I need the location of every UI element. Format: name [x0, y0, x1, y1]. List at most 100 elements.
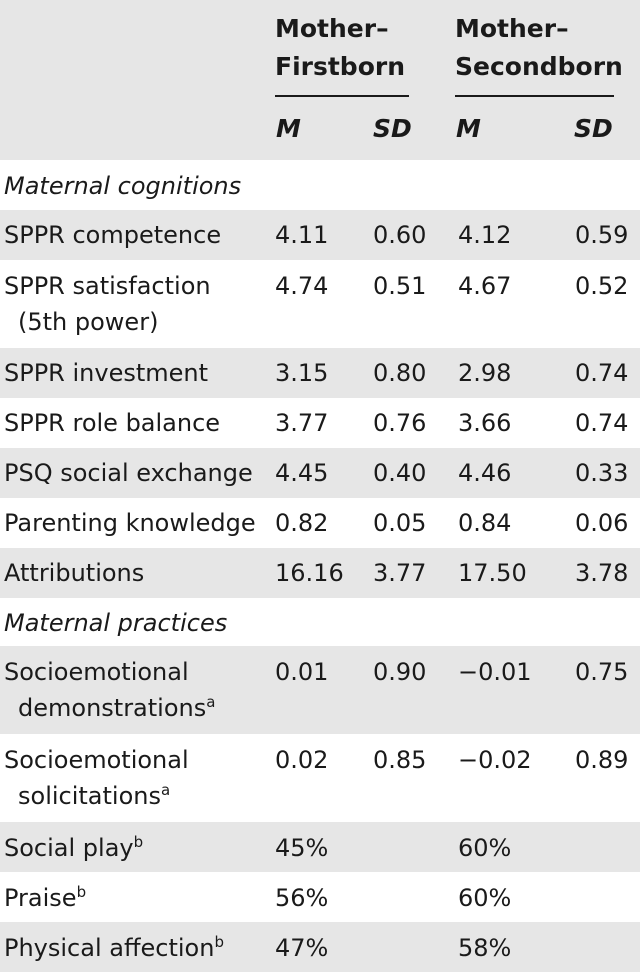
group-line-2: Firstborn [275, 52, 406, 81]
footnote-marker: a [206, 693, 216, 711]
firstborn-m: 45% [275, 834, 329, 862]
firstborn-sd: 0.51 [373, 272, 427, 300]
firstborn-m: 56% [275, 884, 329, 912]
secondborn-sd: 0.52 [575, 272, 629, 300]
table-row: Socioemotional demonstrationsa 0.01 0.90… [0, 646, 640, 734]
group-line-2: Secondborn [455, 52, 623, 81]
firstborn-sd: 0.40 [373, 459, 427, 487]
firstborn-sd: 3.77 [373, 559, 427, 587]
firstborn-m: 3.15 [275, 359, 329, 387]
secondborn-m: 60% [458, 884, 512, 912]
secondborn-sd: 0.59 [575, 221, 629, 249]
group-rule-firstborn [275, 95, 409, 97]
subheader-sd-secondborn: SD [574, 114, 613, 143]
table-row: Praiseb 56% 60% [0, 872, 640, 922]
row-label-text: Physical affection [4, 934, 215, 962]
table-row: SPPR satisfaction (5th power) 4.74 0.51 … [0, 260, 640, 348]
column-group-mother-firstborn: Mother– Firstborn [275, 10, 405, 86]
secondborn-m: 4.12 [458, 221, 512, 249]
section-title: Maternal practices [4, 609, 228, 637]
row-label-line-2: solicitationsa [4, 778, 189, 814]
table-row: Socioemotional solicitationsa 0.02 0.85 … [0, 734, 640, 822]
secondborn-sd: 0.89 [575, 746, 629, 774]
secondborn-sd: 0.33 [575, 459, 629, 487]
secondborn-m: 17.50 [458, 559, 527, 587]
group-line-1: Mother– [455, 14, 569, 43]
subheader-m-secondborn: M [456, 114, 481, 143]
row-label-line-1: Socioemotional [4, 746, 189, 774]
row-label-text: Praise [4, 884, 77, 912]
table-header: Mother– Firstborn Mother– Secondborn M S… [0, 0, 640, 160]
secondborn-sd: 0.74 [575, 359, 629, 387]
firstborn-sd: 0.85 [373, 746, 427, 774]
row-label: SPPR role balance [4, 409, 221, 437]
firstborn-m: 0.82 [275, 509, 329, 537]
footnote-marker: a [160, 781, 171, 799]
secondborn-sd: 3.78 [575, 559, 629, 587]
table-row: Physical affectionb 47% 58% [0, 922, 640, 972]
firstborn-m: 3.77 [275, 409, 329, 437]
firstborn-sd: 0.05 [373, 509, 427, 537]
table-row: SPPR competence 4.11 0.60 4.12 0.59 [0, 210, 640, 260]
table-row: PSQ social exchange 4.45 0.40 4.46 0.33 [0, 448, 640, 498]
footnote-marker: b [76, 883, 87, 901]
table-row: Parenting knowledge 0.82 0.05 0.84 0.06 [0, 498, 640, 548]
row-label-line-1: Socioemotional [4, 658, 189, 686]
row-label-text: solicitations [18, 782, 161, 810]
secondborn-m: −0.02 [458, 746, 532, 774]
table-row: SPPR role balance 3.77 0.76 3.66 0.74 [0, 398, 640, 448]
secondborn-m: 4.67 [458, 272, 512, 300]
row-label: Physical affectionb [4, 930, 224, 966]
row-label-line-1: SPPR satisfaction [4, 272, 211, 300]
firstborn-m: 16.16 [275, 559, 344, 587]
firstborn-sd: 0.80 [373, 359, 427, 387]
row-label-line-2: (5th power) [18, 308, 159, 336]
firstborn-sd: 0.76 [373, 409, 427, 437]
table-row: Attributions 16.16 3.77 17.50 3.78 [0, 548, 640, 598]
firstborn-m: 4.74 [275, 272, 329, 300]
row-label: Socioemotional solicitationsa [4, 742, 189, 814]
secondborn-m: 60% [458, 834, 512, 862]
firstborn-m: 0.02 [275, 746, 329, 774]
section-title: Maternal cognitions [4, 172, 242, 200]
row-label: Social playb [4, 830, 143, 866]
secondborn-m: 3.66 [458, 409, 512, 437]
secondborn-m: 2.98 [458, 359, 512, 387]
row-label: Parenting knowledge [4, 509, 256, 537]
secondborn-m: 0.84 [458, 509, 512, 537]
column-group-mother-secondborn: Mother– Secondborn [455, 10, 623, 86]
row-label: Socioemotional demonstrationsa [4, 654, 215, 726]
subheader-m-firstborn: M [276, 114, 301, 143]
secondborn-sd: 0.06 [575, 509, 629, 537]
row-label: Praiseb [4, 880, 86, 916]
subheader-sd-firstborn: SD [373, 114, 412, 143]
row-label-text: Social play [4, 834, 134, 862]
row-label: Attributions [4, 559, 145, 587]
firstborn-m: 47% [275, 934, 329, 962]
firstborn-m: 4.11 [275, 221, 329, 249]
row-label: PSQ social exchange [4, 459, 253, 487]
footnote-marker: b [214, 933, 224, 951]
firstborn-m: 0.01 [275, 658, 329, 686]
row-label-text: demonstrations [18, 694, 207, 722]
row-label: SPPR investment [4, 359, 209, 387]
firstborn-m: 4.45 [275, 459, 329, 487]
secondborn-m: −0.01 [458, 658, 532, 686]
firstborn-sd: 0.60 [373, 221, 427, 249]
secondborn-m: 4.46 [458, 459, 512, 487]
table-row: SPPR investment 3.15 0.80 2.98 0.74 [0, 348, 640, 398]
group-rule-secondborn [455, 95, 614, 97]
secondborn-sd: 0.75 [575, 658, 629, 686]
row-label: SPPR competence [4, 221, 222, 249]
section-row-maternal-cognitions: Maternal cognitions [0, 160, 640, 210]
row-label-line-2: demonstrationsa [4, 690, 215, 726]
firstborn-sd: 0.90 [373, 658, 427, 686]
section-row-maternal-practices: Maternal practices [0, 598, 640, 646]
secondborn-m: 58% [458, 934, 512, 962]
footnote-marker: b [133, 833, 144, 851]
table-row: Social playb 45% 60% [0, 822, 640, 872]
group-line-1: Mother– [275, 14, 389, 43]
secondborn-sd: 0.74 [575, 409, 629, 437]
row-label: SPPR satisfaction (5th power) [4, 268, 211, 340]
